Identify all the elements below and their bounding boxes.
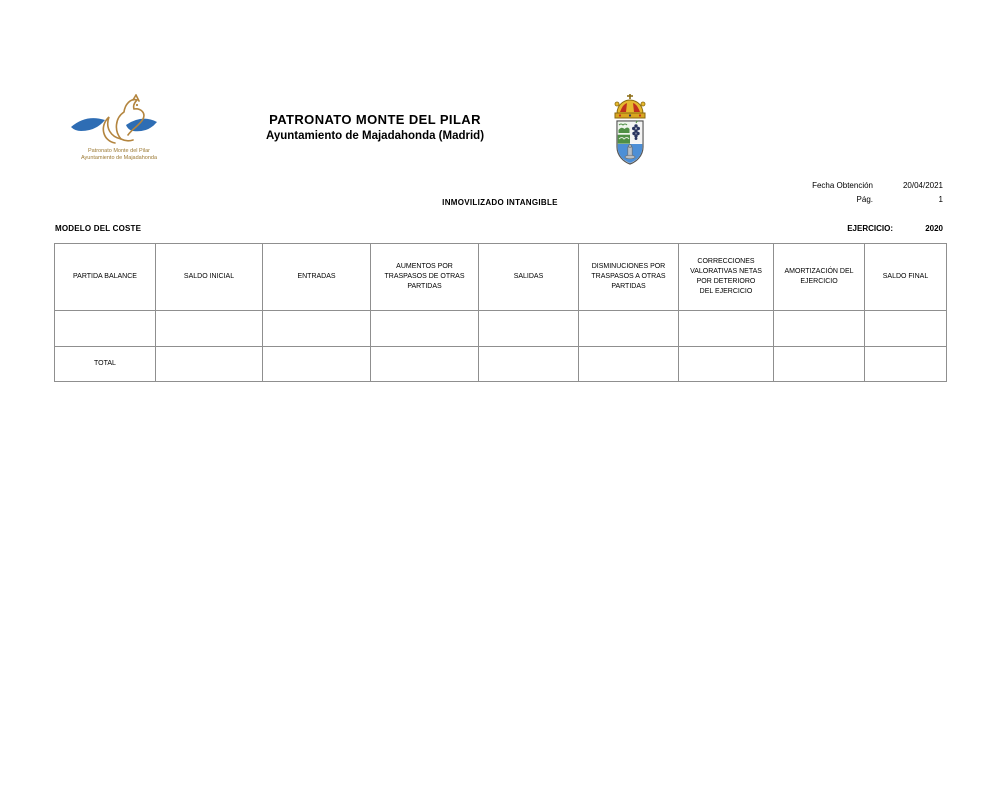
column-header-salidas: SALIDAS <box>478 243 579 311</box>
table-cell <box>678 310 774 347</box>
org-subtitle: Ayuntamiento de Majadahonda (Madrid) <box>265 130 485 142</box>
column-header-partida-balance: PARTIDA BALANCE <box>54 243 156 311</box>
column-header-correcciones-valorativas: CORRECCIONES VALORATIVAS NETAS POR DETER… <box>678 243 774 311</box>
table-cell <box>262 310 371 347</box>
table-cell <box>155 310 263 347</box>
column-header-saldo-final: SALDO FINAL <box>864 243 947 311</box>
table-row <box>54 310 947 347</box>
pag-label: Pág. <box>856 195 873 204</box>
org-title-block: PATRONATO MONTE DEL PILAR Ayuntamiento d… <box>225 112 525 142</box>
ejercicio-block: EJERCICIO: 2020 <box>847 224 943 233</box>
majadahonda-coat-of-arms-icon <box>605 92 655 175</box>
total-label: TOTAL <box>54 346 156 382</box>
table-cell <box>370 310 479 347</box>
column-header-saldo-inicial: SALDO INICIAL <box>155 243 263 311</box>
pag-value: 1 <box>938 195 943 204</box>
report-title: INMOVILIZADO INTANGIBLE <box>442 198 558 207</box>
org-title: PATRONATO MONTE DEL PILAR <box>269 112 481 127</box>
column-header-disminuciones-traspasos: DISMINUCIONES POR TRASPASOS A OTRAS PART… <box>578 243 679 311</box>
ejercicio-value: 2020 <box>925 224 943 233</box>
table-cell <box>678 346 774 382</box>
table-cell <box>578 346 679 382</box>
squirrel-waves-icon <box>71 94 157 144</box>
table-header-row: PARTIDA BALANCE SALDO INICIAL ENTRADAS A… <box>54 243 947 311</box>
table-cell <box>864 310 947 347</box>
table-cell <box>370 346 479 382</box>
table-cell <box>155 346 263 382</box>
cost-model-table: PARTIDA BALANCE SALDO INICIAL ENTRADAS A… <box>54 243 947 382</box>
column-header-aumentos-traspasos: AUMENTOS POR TRASPASOS DE OTRAS PARTIDAS <box>370 243 479 311</box>
table-cell <box>773 346 865 382</box>
table-cell <box>578 310 679 347</box>
table-cell <box>262 346 371 382</box>
fecha-obtencion-label: Fecha Obtención <box>812 181 873 190</box>
column-header-entradas: ENTRADAS <box>262 243 371 311</box>
fecha-obtencion-value: 20/04/2021 <box>902 181 943 190</box>
table-cell <box>773 310 865 347</box>
ejercicio-label: EJERCICIO: <box>847 224 893 233</box>
table-cell <box>54 310 156 347</box>
logo-caption-line2: Ayuntamiento de Majadahonda <box>80 154 158 161</box>
table-cell <box>478 310 579 347</box>
table-cell <box>864 346 947 382</box>
logo-caption-line1: Patronato Monte del Pilar <box>87 148 151 154</box>
model-label: MODELO DEL COSTE <box>55 224 142 233</box>
table-cell <box>478 346 579 382</box>
column-header-amortizacion: AMORTIZACIÓN DEL EJERCICIO <box>773 243 865 311</box>
patronato-logo: Patronato Monte del Pilar Ayuntamiento d… <box>56 94 182 162</box>
meta-block: Fecha Obtención 20/04/2021 Pág. 1 <box>812 181 943 204</box>
table-total-row: TOTAL <box>54 346 947 382</box>
